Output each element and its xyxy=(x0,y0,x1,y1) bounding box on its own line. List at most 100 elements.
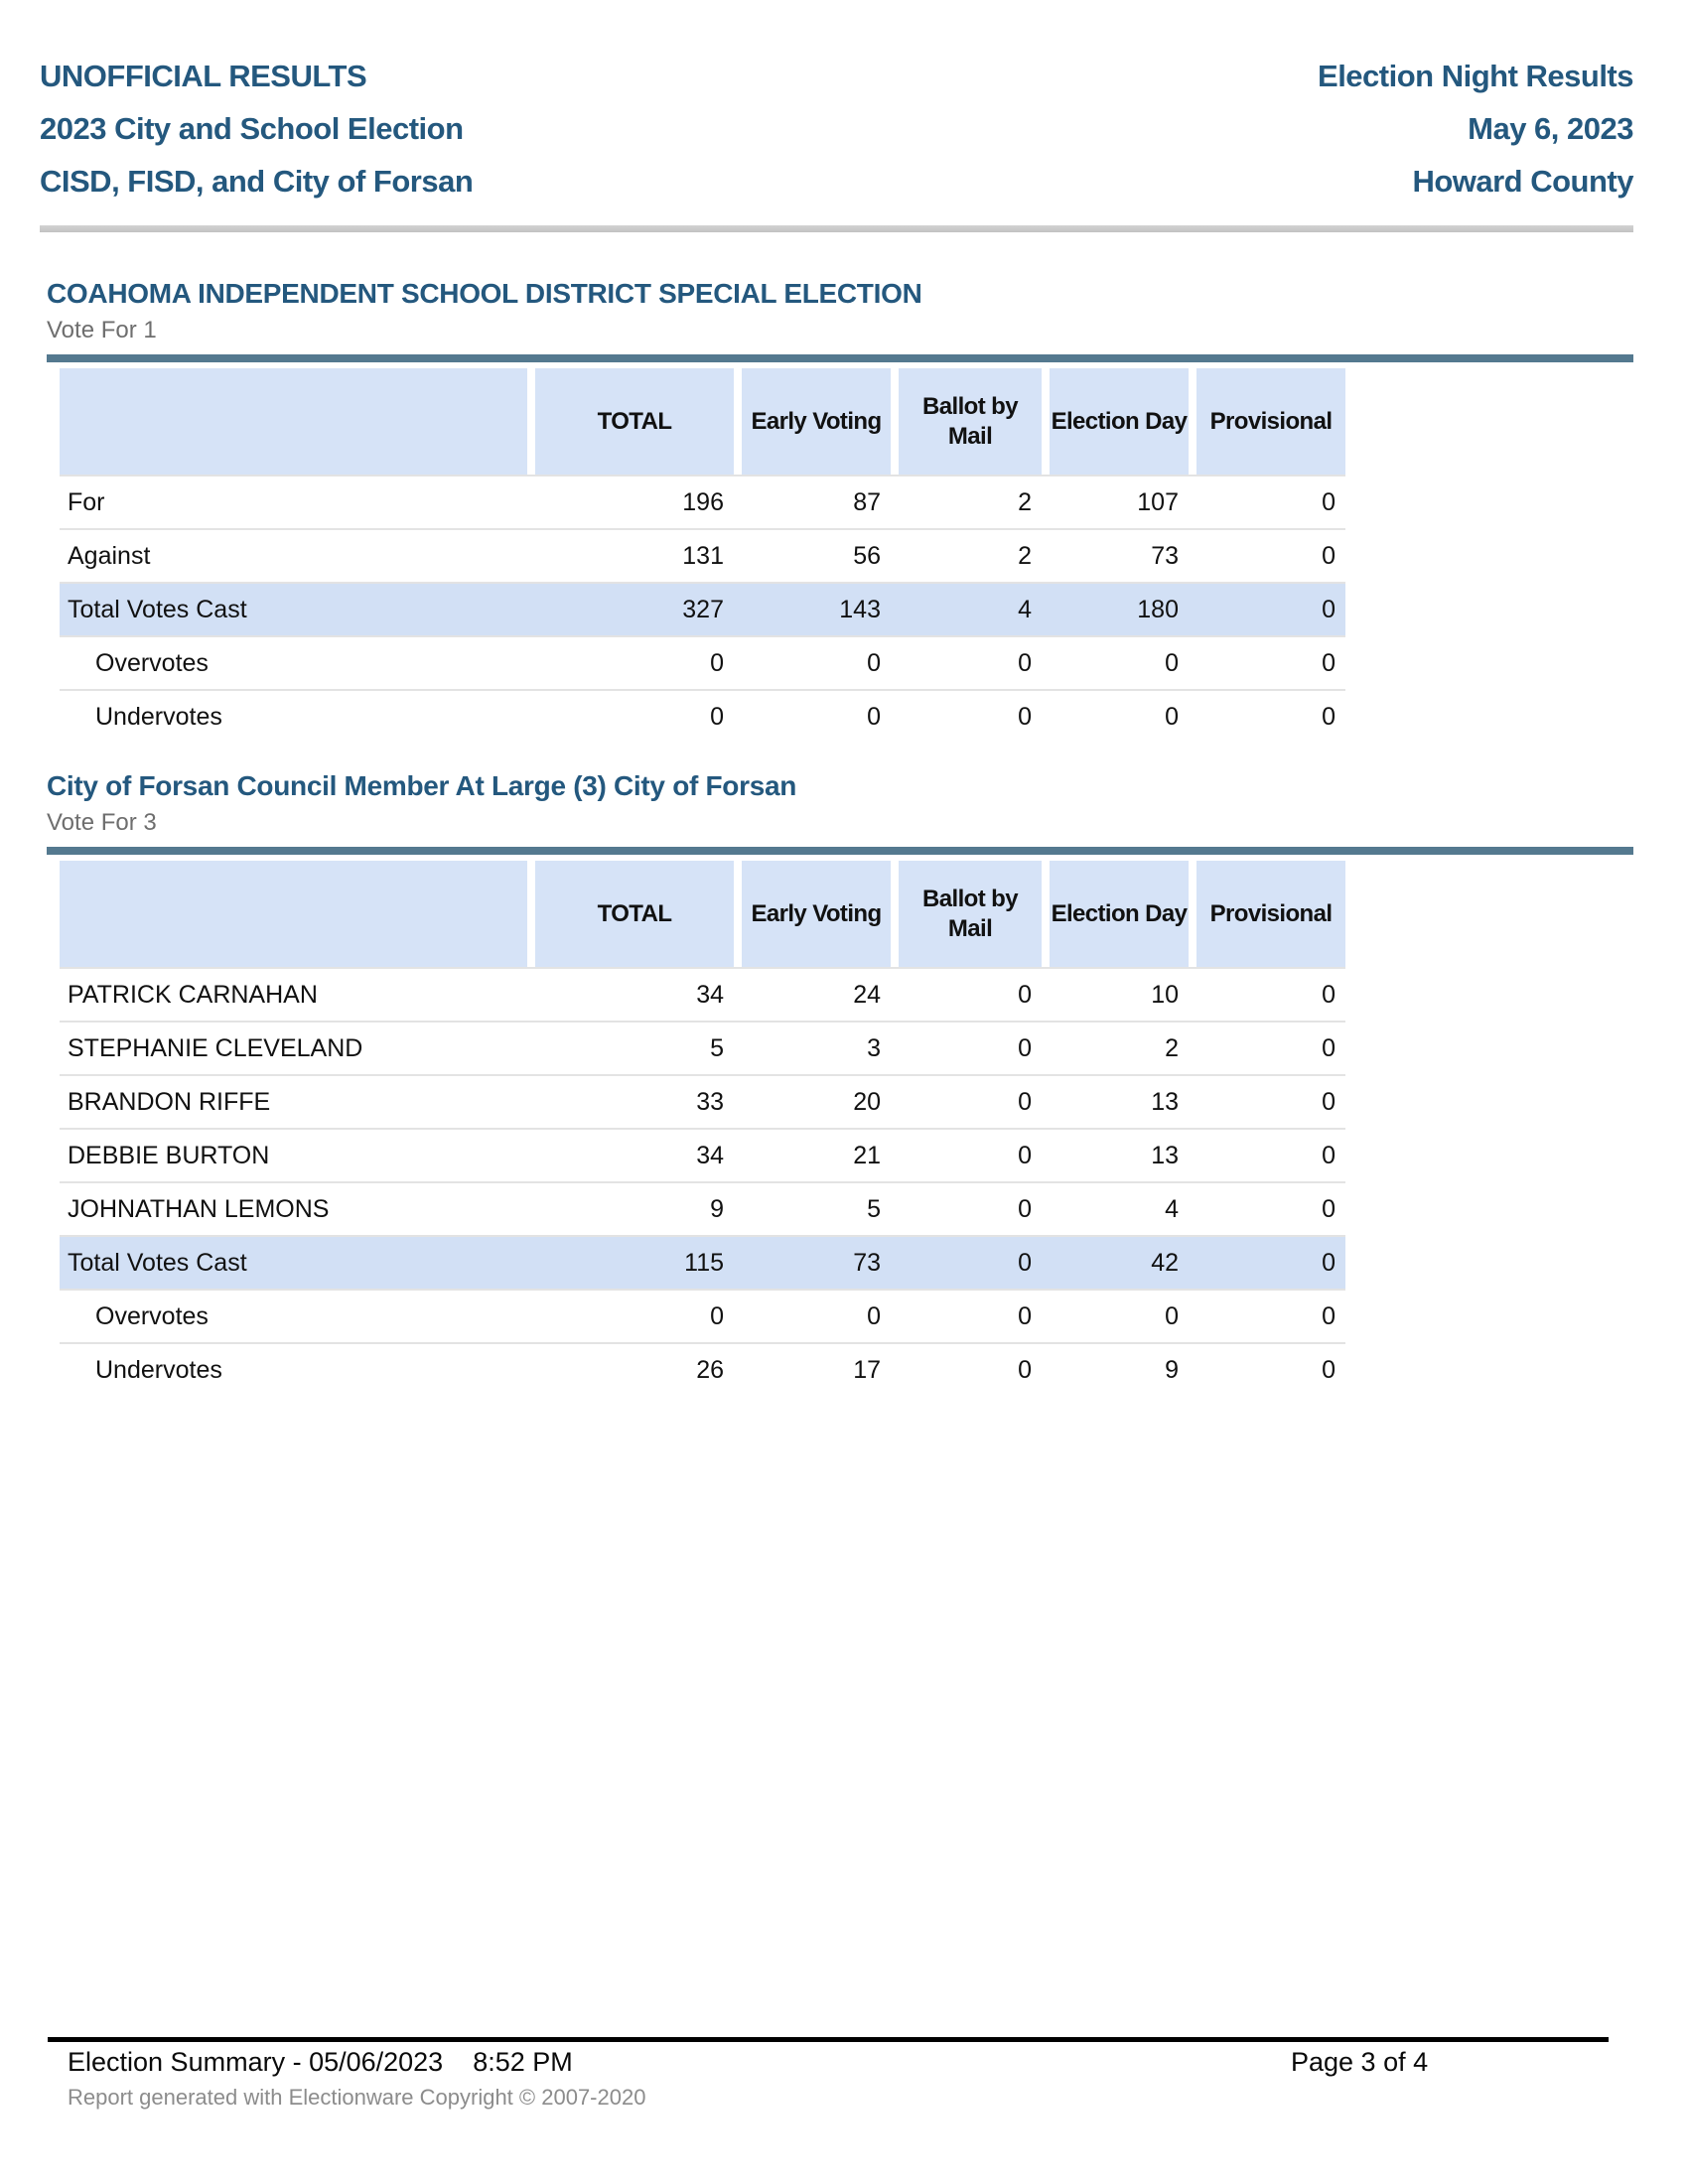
vote-count-cell: 21 xyxy=(853,1141,881,1169)
row-label: JOHNATHAN LEMONS xyxy=(68,1194,330,1223)
column-header: Early Voting xyxy=(742,368,891,475)
choice-column-header xyxy=(60,368,527,475)
vote-count-cell: 4 xyxy=(1165,1194,1179,1223)
vote-count-cell: 9 xyxy=(1165,1355,1179,1384)
vote-count-cell: 107 xyxy=(1137,487,1179,516)
vote-count-cell: 0 xyxy=(710,648,724,677)
column-header: Election Day xyxy=(1050,861,1189,967)
result-row: Overvotes 0 0 0 0 0 xyxy=(60,1289,1345,1342)
vote-for-label: Vote For 3 xyxy=(47,809,157,836)
vote-count-cell: 0 xyxy=(1165,702,1179,731)
vote-count-cell: 2 xyxy=(1165,1033,1179,1062)
contest-title: COAHOMA INDEPENDENT SCHOOL DISTRICT SPEC… xyxy=(47,278,922,309)
vote-count-cell: 17 xyxy=(853,1355,881,1384)
vote-count-cell: 24 xyxy=(853,980,881,1009)
vote-count-cell: 2 xyxy=(1018,541,1032,570)
vote-count-cell: 13 xyxy=(1151,1087,1179,1116)
vote-count-cell: 327 xyxy=(682,595,724,623)
column-header: TOTAL xyxy=(535,861,734,967)
header-divider xyxy=(40,225,1633,232)
vote-count-cell: 0 xyxy=(710,1301,724,1330)
vote-count-cell: 20 xyxy=(853,1087,881,1116)
column-header: Provisional xyxy=(1196,368,1345,475)
report-type: Election Night Results xyxy=(1318,59,1633,93)
footer-summary: Election Summary - 05/06/2023 8:52 PM xyxy=(68,2047,573,2077)
row-label: Total Votes Cast xyxy=(68,595,247,623)
vote-count-cell: 0 xyxy=(1322,541,1336,570)
column-header: Early Voting xyxy=(742,861,891,967)
vote-count-cell: 0 xyxy=(1018,702,1032,731)
result-row: PATRICK CARNAHAN 34 24 0 10 0 xyxy=(60,967,1345,1021)
header-left: UNOFFICIAL RESULTS 2023 City and School … xyxy=(40,50,474,207)
vote-count-cell: 9 xyxy=(710,1194,724,1223)
vote-count-cell: 0 xyxy=(1018,1087,1032,1116)
vote-count-cell: 87 xyxy=(853,487,881,516)
election-date: May 6, 2023 xyxy=(1468,111,1633,146)
result-row: STEPHANIE CLEVELAND 5 3 0 2 0 xyxy=(60,1021,1345,1074)
choice-column-header xyxy=(60,861,527,967)
header-right: Election Night Results May 6, 2023 Howar… xyxy=(1318,50,1633,207)
vote-count-cell: 143 xyxy=(839,595,881,623)
vote-count-cell: 10 xyxy=(1151,980,1179,1009)
vote-count-cell: 0 xyxy=(1322,487,1336,516)
vote-count-cell: 5 xyxy=(867,1194,881,1223)
row-label: BRANDON RIFFE xyxy=(68,1087,271,1116)
vote-count-cell: 0 xyxy=(710,702,724,731)
column-header: TOTAL xyxy=(535,368,734,475)
vote-count-cell: 5 xyxy=(710,1033,724,1062)
vote-count-cell: 0 xyxy=(1322,1248,1336,1277)
result-row: JOHNATHAN LEMONS 9 5 0 4 0 xyxy=(60,1181,1345,1235)
total-row: Total Votes Cast 327 143 4 180 0 xyxy=(60,582,1345,635)
vote-count-cell: 0 xyxy=(867,648,881,677)
column-header: Provisional xyxy=(1196,861,1345,967)
report-header: UNOFFICIAL RESULTS 2023 City and School … xyxy=(0,0,1688,207)
table-header-row: TOTAL Early Voting Ballot by Mail Election … xyxy=(60,368,1345,475)
vote-count-cell: 0 xyxy=(1322,1087,1336,1116)
contest-section: COAHOMA INDEPENDENT SCHOOL DISTRICT SPEC… xyxy=(47,278,1633,743)
row-label: PATRICK CARNAHAN xyxy=(68,980,318,1009)
vote-count-cell: 0 xyxy=(1322,595,1336,623)
vote-count-cell: 196 xyxy=(682,487,724,516)
vote-count-cell: 0 xyxy=(1018,1355,1032,1384)
vote-count-cell: 0 xyxy=(1018,1033,1032,1062)
vote-count-cell: 0 xyxy=(1322,1355,1336,1384)
result-row: Undervotes 0 0 0 0 0 xyxy=(60,689,1345,743)
row-label: Overvotes xyxy=(95,648,209,677)
vote-count-cell: 0 xyxy=(1322,1033,1336,1062)
vote-count-cell: 0 xyxy=(1165,648,1179,677)
column-header: Ballot by Mail xyxy=(899,861,1042,967)
vote-count-cell: 0 xyxy=(1165,1301,1179,1330)
row-label: Undervotes xyxy=(95,1355,222,1384)
vote-count-cell: 73 xyxy=(853,1248,881,1277)
vote-count-cell: 34 xyxy=(696,1141,724,1169)
vote-count-cell: 0 xyxy=(1018,1194,1032,1223)
report-status-title: UNOFFICIAL RESULTS xyxy=(40,59,367,93)
county-name: Howard County xyxy=(1412,164,1633,199)
vote-count-cell: 0 xyxy=(867,702,881,731)
row-label: DEBBIE BURTON xyxy=(68,1141,270,1169)
vote-count-cell: 0 xyxy=(1018,648,1032,677)
vote-count-cell: 115 xyxy=(684,1248,724,1277)
contest-section: City of Forsan Council Member At Large (… xyxy=(47,770,1633,1396)
contests-container: COAHOMA INDEPENDENT SCHOOL DISTRICT SPEC… xyxy=(0,278,1688,1396)
row-label: Total Votes Cast xyxy=(68,1248,247,1277)
vote-count-cell: 0 xyxy=(1322,1194,1336,1223)
section-rule xyxy=(47,847,1633,855)
row-label: STEPHANIE CLEVELAND xyxy=(68,1033,363,1062)
vote-count-cell: 0 xyxy=(1322,1301,1336,1330)
vote-count-cell: 34 xyxy=(696,980,724,1009)
vote-count-cell: 0 xyxy=(1322,1141,1336,1169)
vote-count-cell: 4 xyxy=(1018,595,1032,623)
vote-count-cell: 56 xyxy=(853,541,881,570)
page-number: Page 3 of 4 xyxy=(1291,2047,1429,2077)
column-header: Ballot by Mail xyxy=(899,368,1042,475)
result-row: Undervotes 26 17 0 9 0 xyxy=(60,1342,1345,1396)
vote-count-cell: 33 xyxy=(696,1087,724,1116)
total-row: Total Votes Cast 115 73 0 42 0 xyxy=(60,1235,1345,1289)
column-header: Election Day xyxy=(1050,368,1189,475)
row-label: Overvotes xyxy=(95,1301,209,1330)
vote-for-label: Vote For 1 xyxy=(47,317,157,343)
vote-count-cell: 0 xyxy=(1018,980,1032,1009)
vote-count-cell: 26 xyxy=(696,1355,724,1384)
